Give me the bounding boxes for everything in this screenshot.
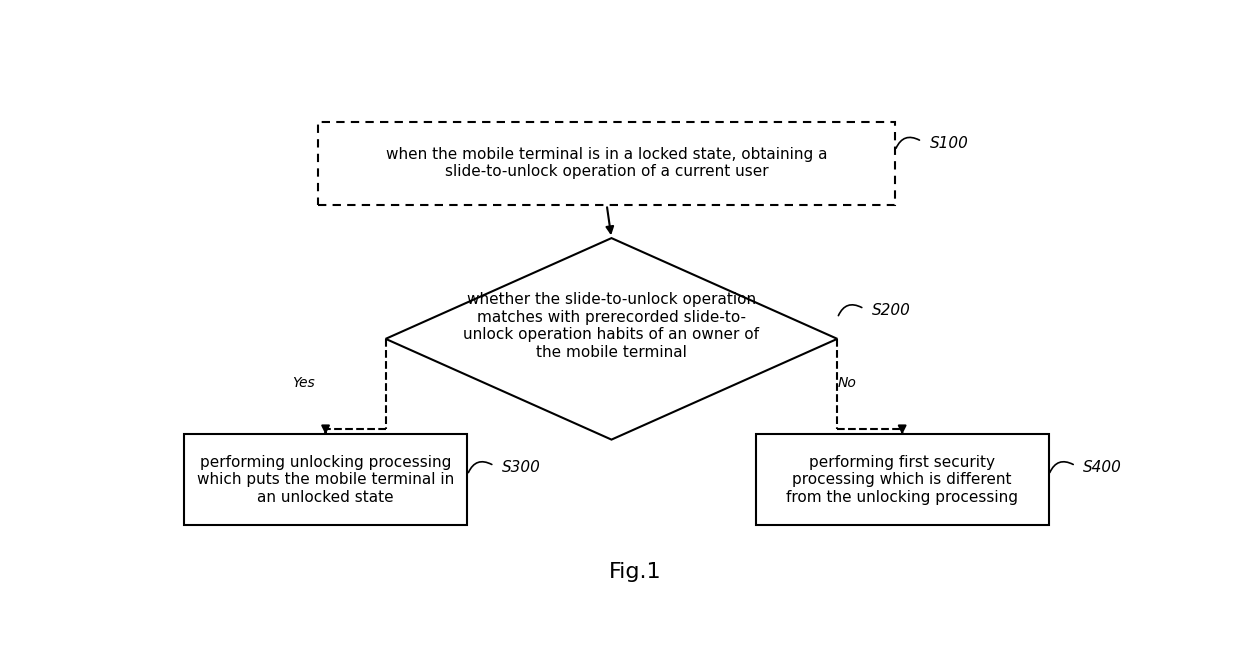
Text: Fig.1: Fig.1	[609, 562, 662, 582]
Text: performing unlocking processing
which puts the mobile terminal in
an unlocked st: performing unlocking processing which pu…	[197, 455, 454, 505]
Text: S400: S400	[1084, 460, 1122, 475]
Text: No: No	[837, 376, 857, 390]
Bar	[184, 434, 467, 525]
Text: S200: S200	[872, 303, 911, 318]
Text: S100: S100	[930, 136, 968, 150]
Bar	[755, 434, 1049, 525]
Bar	[319, 122, 895, 205]
Text: when the mobile terminal is in a locked state, obtaining a
slide-to-unlock opera: when the mobile terminal is in a locked …	[386, 147, 827, 179]
Text: whether the slide-to-unlock operation
matches with prerecorded slide-to-
unlock : whether the slide-to-unlock operation ma…	[464, 293, 759, 360]
Text: S300: S300	[502, 460, 541, 475]
Text: performing first security
processing which is different
from the unlocking proce: performing first security processing whi…	[786, 455, 1018, 505]
Polygon shape	[386, 238, 837, 440]
Text: Yes: Yes	[293, 376, 315, 390]
